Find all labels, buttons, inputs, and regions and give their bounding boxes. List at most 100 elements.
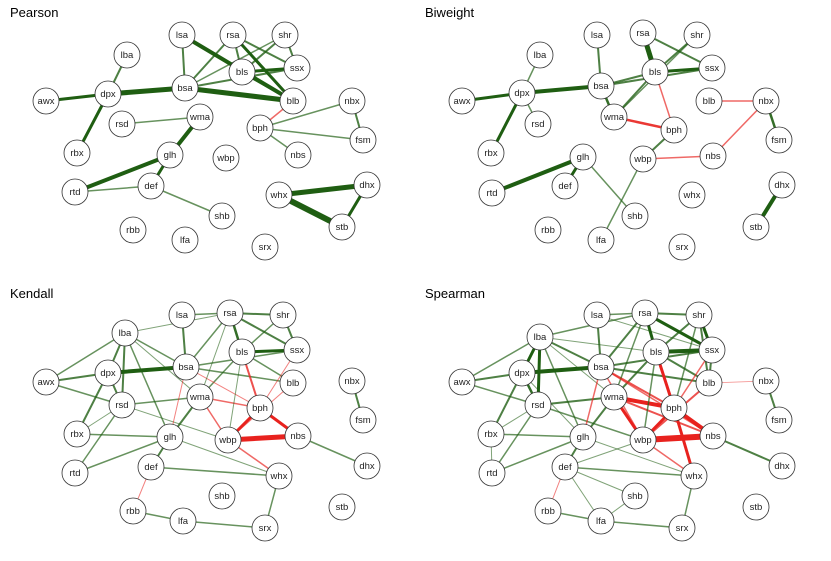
node-label: dpx [100, 89, 116, 100]
node-glh: glh [156, 423, 184, 451]
node-circle [271, 21, 299, 49]
node-label: rbb [126, 225, 140, 236]
node-circle [156, 423, 184, 451]
node-label: nbx [758, 376, 774, 387]
node-srx: srx [251, 233, 279, 261]
node-label: awx [38, 377, 55, 388]
node-awx: awx [32, 87, 60, 115]
node-wma: wma [600, 103, 628, 131]
node-label: rtd [69, 187, 80, 198]
node-circle [168, 21, 196, 49]
node-label: lsa [176, 310, 189, 321]
node-rtd: rtd [478, 459, 506, 487]
node-label: rbx [484, 148, 497, 159]
node-label: rsa [226, 30, 240, 41]
node-shb: shb [621, 482, 649, 510]
node-stb: stb [328, 213, 356, 241]
node-circle [508, 359, 536, 387]
node-label: dhx [359, 461, 375, 472]
node-label: stb [750, 222, 763, 233]
node-bls: bls [642, 338, 670, 366]
edge-rsd-wbp [537, 404, 644, 441]
node-lsa: lsa [583, 21, 611, 49]
edge-def-whx [150, 466, 280, 477]
node-def: def [137, 172, 165, 200]
node-dhx: dhx [353, 171, 381, 199]
node-label: fsm [771, 415, 786, 426]
node-circle [698, 336, 726, 364]
node-circle [265, 181, 293, 209]
panel-title-spearman: Spearman [425, 286, 485, 301]
panel-title-biweight: Biweight [425, 5, 475, 20]
node-label: nbs [705, 431, 721, 442]
node-dhx: dhx [768, 171, 796, 199]
edge-wbp-lfa [600, 158, 644, 241]
node-awx: awx [448, 87, 476, 115]
edge-rsa-blb [231, 33, 295, 103]
node-label: rsd [115, 119, 128, 130]
node-circle [208, 202, 236, 230]
node-circle [251, 233, 279, 261]
edge-whx-dhx [276, 182, 370, 198]
node-bsa: bsa [171, 74, 199, 102]
node-circle [212, 144, 240, 172]
edge-lsa-ssx [596, 314, 713, 351]
node-label: shb [627, 491, 642, 502]
node-circle [172, 353, 200, 381]
node-label: def [558, 462, 572, 473]
node-label: lba [534, 50, 547, 61]
node-rbx: rbx [477, 420, 505, 448]
node-nbs: nbs [284, 141, 312, 169]
node-label: whx [270, 190, 288, 201]
node-label: ssx [705, 63, 720, 74]
edge-group [44, 33, 370, 230]
node-label: bph [252, 403, 268, 414]
node-rbb: rbb [534, 216, 562, 244]
node-circle [169, 507, 197, 535]
node-circle [94, 359, 122, 387]
network-panel-pearson: lsa rsa shr lba ssx bls bsa dpx awx blb nbx wma rsd b… [32, 21, 381, 261]
node-circle [477, 420, 505, 448]
node-label: blb [287, 378, 300, 389]
node-circle [660, 116, 688, 144]
node-wma: wma [186, 103, 214, 131]
node-circle [265, 462, 293, 490]
node-circle [338, 87, 366, 115]
edge-bsa-blb [182, 85, 296, 104]
node-circle [171, 74, 199, 102]
node-label: dpx [514, 88, 530, 99]
node-label: srx [259, 242, 272, 253]
node-label: dpx [100, 368, 116, 379]
node-label: bsa [593, 362, 609, 373]
node-label: bsa [593, 81, 609, 92]
node-label: rsd [531, 119, 544, 130]
node-circle [629, 426, 657, 454]
node-circle [168, 301, 196, 329]
node-label: nbs [705, 151, 721, 162]
node-circle [63, 139, 91, 167]
node-label: rbb [541, 506, 555, 517]
node-circle [353, 452, 381, 480]
node-wbp: wbp [214, 426, 242, 454]
edge-group [45, 311, 368, 529]
edge-wma-nbs [613, 396, 714, 437]
node-blb: blb [279, 369, 307, 397]
node-bls: bls [641, 58, 669, 86]
node-label: whx [685, 471, 703, 482]
node-circle [251, 514, 279, 542]
node-label: awx [454, 377, 471, 388]
node-rsa: rsa [216, 299, 244, 327]
node-bph: bph [246, 114, 274, 142]
node-bph: bph [246, 394, 274, 422]
node-shr: shr [685, 301, 713, 329]
node-label: srx [259, 523, 272, 534]
node-circle [119, 497, 147, 525]
network-panel-kendall: lsa rsa shr lba ssx bls bsa dpx awx blb nbx wma rsd b… [32, 299, 381, 542]
node-bls: bls [228, 58, 256, 86]
edge-bsa-bph [185, 366, 261, 409]
edge-rsd-rtd [74, 404, 123, 474]
node-circle [629, 19, 657, 47]
node-ssx: ssx [698, 54, 726, 82]
node-circle [680, 462, 708, 490]
